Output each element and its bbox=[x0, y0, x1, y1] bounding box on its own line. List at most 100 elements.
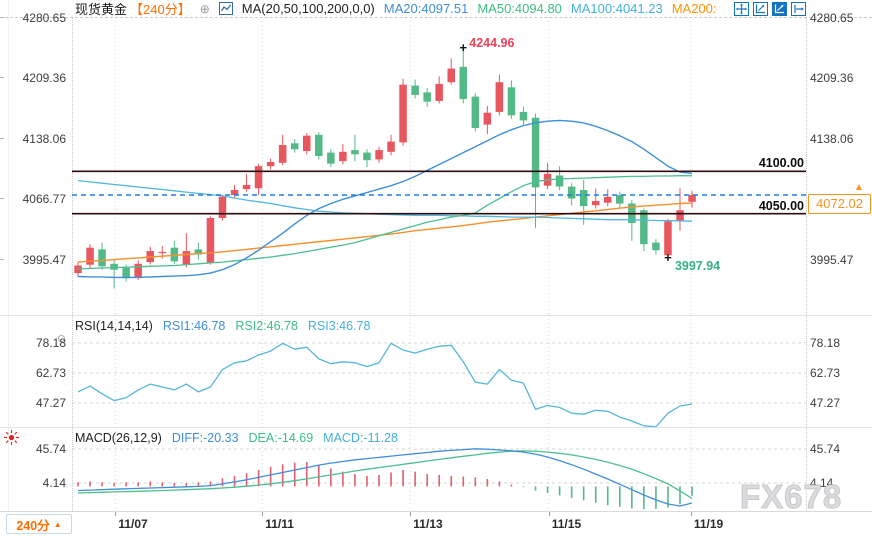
date-tick bbox=[410, 512, 412, 516]
high-marker-icon: + bbox=[459, 40, 468, 56]
price-axis-label: 4209.36 bbox=[810, 71, 854, 86]
date-tick bbox=[548, 512, 550, 516]
rsi-title: RSI(14,14,14) bbox=[75, 319, 153, 333]
candle bbox=[218, 195, 227, 221]
main-price-chart[interactable] bbox=[72, 17, 806, 315]
candle bbox=[170, 240, 179, 264]
rsi-axis-label: 78.18 bbox=[810, 336, 841, 350]
pan-right-icon[interactable] bbox=[791, 2, 806, 16]
axis-tick bbox=[0, 259, 4, 260]
period-dropdown-arrow-icon: ▲ bbox=[53, 519, 62, 529]
macd-axis-label: 4.14 bbox=[42, 476, 66, 490]
rsi-axis-label: 47.27 bbox=[810, 396, 841, 410]
low-marker-icon: + bbox=[664, 249, 672, 265]
diff-value-label: DIFF:-20.33 bbox=[171, 431, 239, 445]
candle bbox=[134, 260, 142, 280]
price-up-arrow-icon: ▲ bbox=[854, 182, 864, 194]
axis-scale-active-icon[interactable] bbox=[772, 2, 787, 16]
candle bbox=[315, 132, 323, 160]
ma20-value-label: MA20:4097.51 bbox=[383, 1, 469, 16]
candle bbox=[495, 74, 504, 116]
date-tick bbox=[690, 512, 692, 516]
price-axis-label: 3995.47 bbox=[810, 253, 854, 267]
candle bbox=[339, 144, 347, 165]
candle bbox=[291, 139, 299, 153]
candle bbox=[254, 163, 263, 196]
candle bbox=[278, 134, 287, 166]
candle bbox=[327, 149, 335, 168]
period-selector[interactable]: 240分 ▲ bbox=[6, 514, 72, 534]
date-label: 11/13 bbox=[413, 517, 443, 531]
candle bbox=[98, 242, 106, 270]
time-axis-bar: 240分 ▲ 11/07 11/11 11/13 11/15 11/19 bbox=[0, 511, 872, 536]
candle bbox=[230, 184, 239, 199]
candle bbox=[194, 242, 203, 260]
low-price-annotation: 3997.94 bbox=[674, 258, 721, 273]
rsi-axis-label: 62.73 bbox=[810, 365, 841, 380]
axis-tick bbox=[0, 138, 4, 139]
price-axis-label: 3995.47 bbox=[0, 254, 66, 266]
candle bbox=[592, 188, 600, 209]
candle bbox=[664, 218, 672, 258]
indicator-settings-icon[interactable]: ⊕ bbox=[199, 1, 210, 16]
date-label: 11/15 bbox=[551, 517, 582, 531]
candle bbox=[387, 134, 395, 156]
level-price-label: 4050.00 bbox=[758, 198, 804, 213]
axis-scale-icon[interactable] bbox=[753, 2, 768, 16]
rsi-axis-label: 62.73 bbox=[35, 365, 66, 380]
rsi-header: RSI(14,14,14) RSI1:46.78 RSI2:46.78 RSI3… bbox=[75, 319, 370, 333]
ma200-value-label: MA200: bbox=[671, 1, 717, 16]
macd-chart[interactable] bbox=[72, 427, 806, 511]
rsi-panel-handle-icon[interactable] bbox=[58, 335, 65, 342]
macd-value-label: MACD:-11.28 bbox=[323, 431, 398, 445]
price-axis-label: 4209.36 bbox=[0, 72, 66, 84]
period-label: 240分 bbox=[16, 518, 50, 533]
chart-type-icon[interactable] bbox=[218, 2, 233, 15]
rsi-axis-label: 47.27 bbox=[35, 396, 66, 410]
rsi3-value-label: RSI3:46.78 bbox=[307, 319, 371, 333]
ma100-value-label: MA100:4041.23 bbox=[570, 1, 663, 16]
move-cross-icon[interactable] bbox=[734, 2, 749, 16]
chart-header: 现货黄金 【240分】 ⊕ MA(20,50,100,200,0,0) MA20… bbox=[75, 1, 717, 17]
candle bbox=[447, 58, 455, 85]
rsi-chart[interactable] bbox=[72, 315, 806, 427]
watermark: FX678 bbox=[739, 478, 843, 516]
candle bbox=[604, 189, 612, 207]
candle bbox=[640, 208, 648, 252]
candle bbox=[303, 133, 311, 155]
current-price-badge: 4072.02 bbox=[808, 194, 871, 215]
candle bbox=[110, 259, 118, 289]
macd-axis-label: 4.14 bbox=[810, 476, 834, 490]
price-axis-label: 4280.65 bbox=[0, 12, 66, 24]
axis-tick bbox=[0, 77, 4, 79]
ma20-line bbox=[77, 119, 693, 279]
high-price-annotation: 4244.96 bbox=[469, 36, 515, 51]
dea-line bbox=[77, 450, 693, 499]
left-frame-line bbox=[8, 0, 9, 535]
candle bbox=[363, 149, 371, 168]
candle bbox=[351, 134, 359, 162]
candle bbox=[266, 158, 275, 170]
candle bbox=[507, 80, 516, 119]
price-axis-label: 4138.06 bbox=[810, 132, 854, 146]
candle bbox=[519, 106, 528, 125]
dea-value-label: DEA:-14.69 bbox=[248, 431, 314, 445]
candle bbox=[375, 146, 383, 163]
candle bbox=[423, 88, 431, 107]
macd-axis-label: 45.74 bbox=[810, 442, 841, 456]
candle bbox=[206, 216, 215, 265]
candle bbox=[688, 190, 696, 208]
plot-right-border bbox=[806, 17, 807, 511]
candle bbox=[146, 246, 154, 265]
chart-toolbar bbox=[734, 2, 806, 16]
axis-tick bbox=[0, 198, 4, 200]
date-tick bbox=[115, 512, 117, 516]
price-axis-label: 4280.65 bbox=[810, 11, 854, 25]
price-axis-label: 4066.77 bbox=[0, 193, 66, 205]
macd-header: MACD(26,12,9) DIFF:-20.33 DEA:-14.69 MAC… bbox=[75, 431, 398, 445]
candle bbox=[86, 244, 94, 268]
candle bbox=[471, 93, 480, 132]
date-label: 11/19 bbox=[693, 517, 724, 531]
macd-axis-label: 45.74 bbox=[35, 442, 66, 456]
axis-tick bbox=[0, 17, 4, 18]
